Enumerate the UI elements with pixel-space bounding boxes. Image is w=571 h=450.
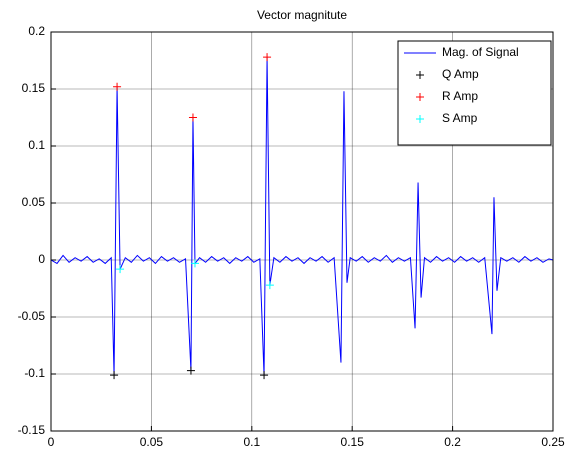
chart-title: Vector magnitute — [257, 8, 347, 22]
signal-line — [50, 57, 554, 376]
x-tick-label: 0 — [48, 435, 55, 449]
marker — [265, 281, 274, 290]
marker — [113, 82, 122, 91]
marker — [188, 113, 197, 122]
x-tick-label: 0.25 — [541, 435, 565, 449]
y-tick-label: 0.05 — [22, 195, 46, 209]
y-tick-label: 0 — [38, 252, 45, 266]
y-tick-label: 0.2 — [28, 24, 45, 38]
marker — [110, 371, 119, 380]
legend-swatch — [416, 93, 424, 101]
legend-label: R Amp — [442, 89, 478, 103]
marker — [263, 53, 272, 62]
legend-label: S Amp — [442, 111, 478, 125]
x-tick-label: 0.05 — [140, 435, 164, 449]
axes-box — [50, 31, 554, 432]
y-tick-label: -0.05 — [18, 309, 46, 323]
x-tick-label: 0.2 — [444, 435, 461, 449]
legend-label: Mag. of Signal — [442, 45, 519, 59]
legend-swatch — [416, 115, 424, 123]
marker — [260, 371, 269, 380]
y-tick-label: 0.1 — [28, 138, 45, 152]
marker — [190, 259, 199, 268]
x-tick-label: 0.15 — [341, 435, 365, 449]
marker — [116, 265, 125, 274]
x-tick-label: 0.1 — [243, 435, 260, 449]
y-tick-label: -0.1 — [24, 366, 45, 380]
legend-label: Q Amp — [442, 67, 479, 81]
marker — [186, 366, 195, 375]
y-tick-label: 0.15 — [22, 81, 46, 95]
legend-box — [397, 40, 552, 146]
y-tick-label: -0.15 — [18, 423, 46, 437]
legend-swatch — [416, 71, 424, 79]
